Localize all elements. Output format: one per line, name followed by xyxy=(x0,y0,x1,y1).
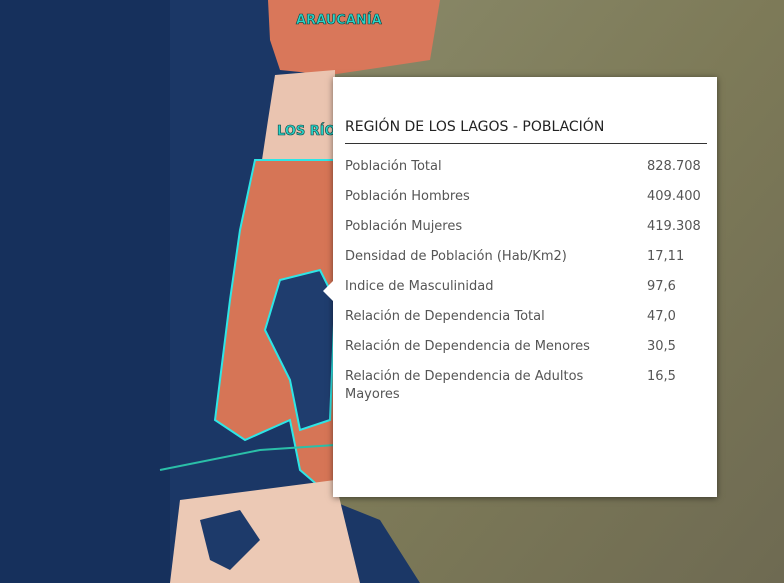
row-value: 30,5 xyxy=(647,338,701,368)
row-label: Población Mujeres xyxy=(345,218,647,248)
map-screenshot: ARAUCANÍA LOS RÍOS REGIÓN DE LOS LAGOS -… xyxy=(0,0,784,583)
row-label: Densidad de Población (Hab/Km2) xyxy=(345,248,647,278)
row-value: 828.708 xyxy=(647,158,701,188)
row-label: Relación de Dependencia de Menores xyxy=(345,338,647,368)
row-label: Población Total xyxy=(345,158,647,188)
row-value: 47,0 xyxy=(647,308,701,338)
row-value: 97,6 xyxy=(647,278,701,308)
row-label: Indice de Masculinidad xyxy=(345,278,647,308)
row-label: Relación de Dependencia de Adultos Mayor… xyxy=(345,368,647,416)
row-value: 409.400 xyxy=(647,188,701,218)
row-label: Población Hombres xyxy=(345,188,647,218)
popup: REGIÓN DE LOS LAGOS - POBLACIÓN Població… xyxy=(333,77,717,497)
region-label: ARAUCANÍA xyxy=(296,12,382,28)
row-value: 419.308 xyxy=(647,218,701,248)
row-value: 16,5 xyxy=(647,368,701,416)
row-label: Relación de Dependencia Total xyxy=(345,308,647,338)
row-value: 17,11 xyxy=(647,248,701,278)
popup-pointer xyxy=(323,281,333,301)
deep-ocean xyxy=(0,0,170,583)
popup-row: Densidad de Población (Hab/Km2)17,11 xyxy=(345,248,701,278)
popup-row: Relación de Dependencia de Adultos Mayor… xyxy=(345,368,701,416)
popup-title: REGIÓN DE LOS LAGOS - POBLACIÓN xyxy=(345,119,707,144)
